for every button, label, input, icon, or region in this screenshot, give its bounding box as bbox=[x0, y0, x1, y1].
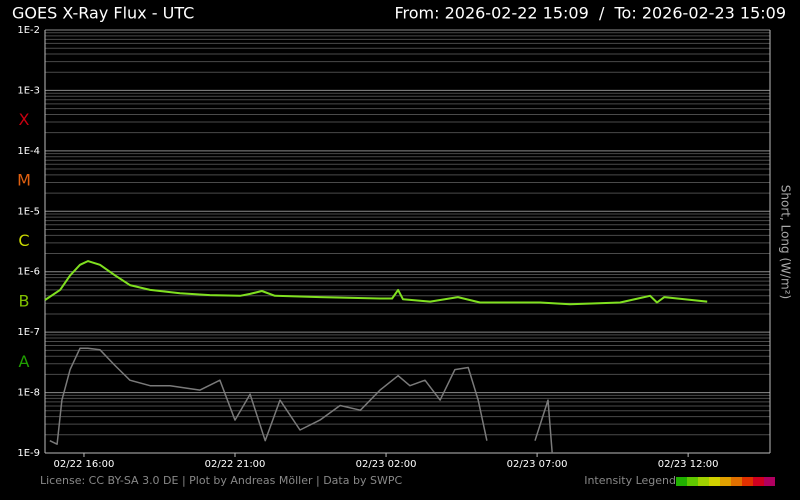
y-tick-label: 1E-4 bbox=[17, 146, 40, 157]
intensity-swatch bbox=[709, 477, 720, 486]
x-tick-label: 02/23 12:00 bbox=[658, 459, 719, 470]
intensity-swatch bbox=[742, 477, 753, 486]
y-tick-label: 1E-6 bbox=[17, 267, 40, 278]
flare-class-label: B bbox=[19, 291, 30, 310]
intensity-swatch bbox=[698, 477, 709, 486]
intensity-swatch bbox=[753, 477, 764, 486]
footer: License: CC BY-SA 3.0 DE | Plot by Andre… bbox=[40, 474, 402, 487]
flare-class-label: C bbox=[18, 231, 29, 250]
time-range: From: 2026-02-22 15:09 / To: 2026-02-23 … bbox=[394, 4, 786, 23]
flare-class-label: A bbox=[19, 352, 30, 371]
x-tick-label: 02/22 21:00 bbox=[205, 459, 266, 470]
series-line bbox=[49, 347, 553, 454]
intensity-swatch bbox=[687, 477, 698, 486]
x-tick-label: 02/23 02:00 bbox=[356, 459, 417, 470]
intensity-legend-label: Intensity Legend bbox=[584, 474, 676, 487]
intensity-swatch bbox=[676, 477, 687, 486]
y-tick-label: 1E-9 bbox=[17, 448, 40, 459]
y-tick-label: 1E-5 bbox=[17, 206, 40, 217]
y-tick-label: 1E-2 bbox=[17, 25, 40, 36]
y-tick-label: 1E-7 bbox=[17, 327, 40, 338]
x-tick-label: 02/23 07:00 bbox=[507, 459, 568, 470]
flare-class-label: X bbox=[19, 110, 30, 129]
chart-title: GOES X-Ray Flux - UTC bbox=[12, 4, 194, 23]
y-tick-label: 1E-8 bbox=[17, 388, 40, 399]
series-line bbox=[44, 260, 708, 306]
y-axis-label: Short, Long (W/m²) bbox=[779, 185, 793, 299]
intensity-swatch bbox=[720, 477, 731, 486]
intensity-swatch bbox=[764, 477, 775, 486]
x-tick-label: 02/22 16:00 bbox=[54, 459, 115, 470]
flare-class-label: M bbox=[17, 171, 31, 190]
intensity-swatch bbox=[731, 477, 742, 486]
y-tick-label: 1E-3 bbox=[17, 85, 40, 96]
